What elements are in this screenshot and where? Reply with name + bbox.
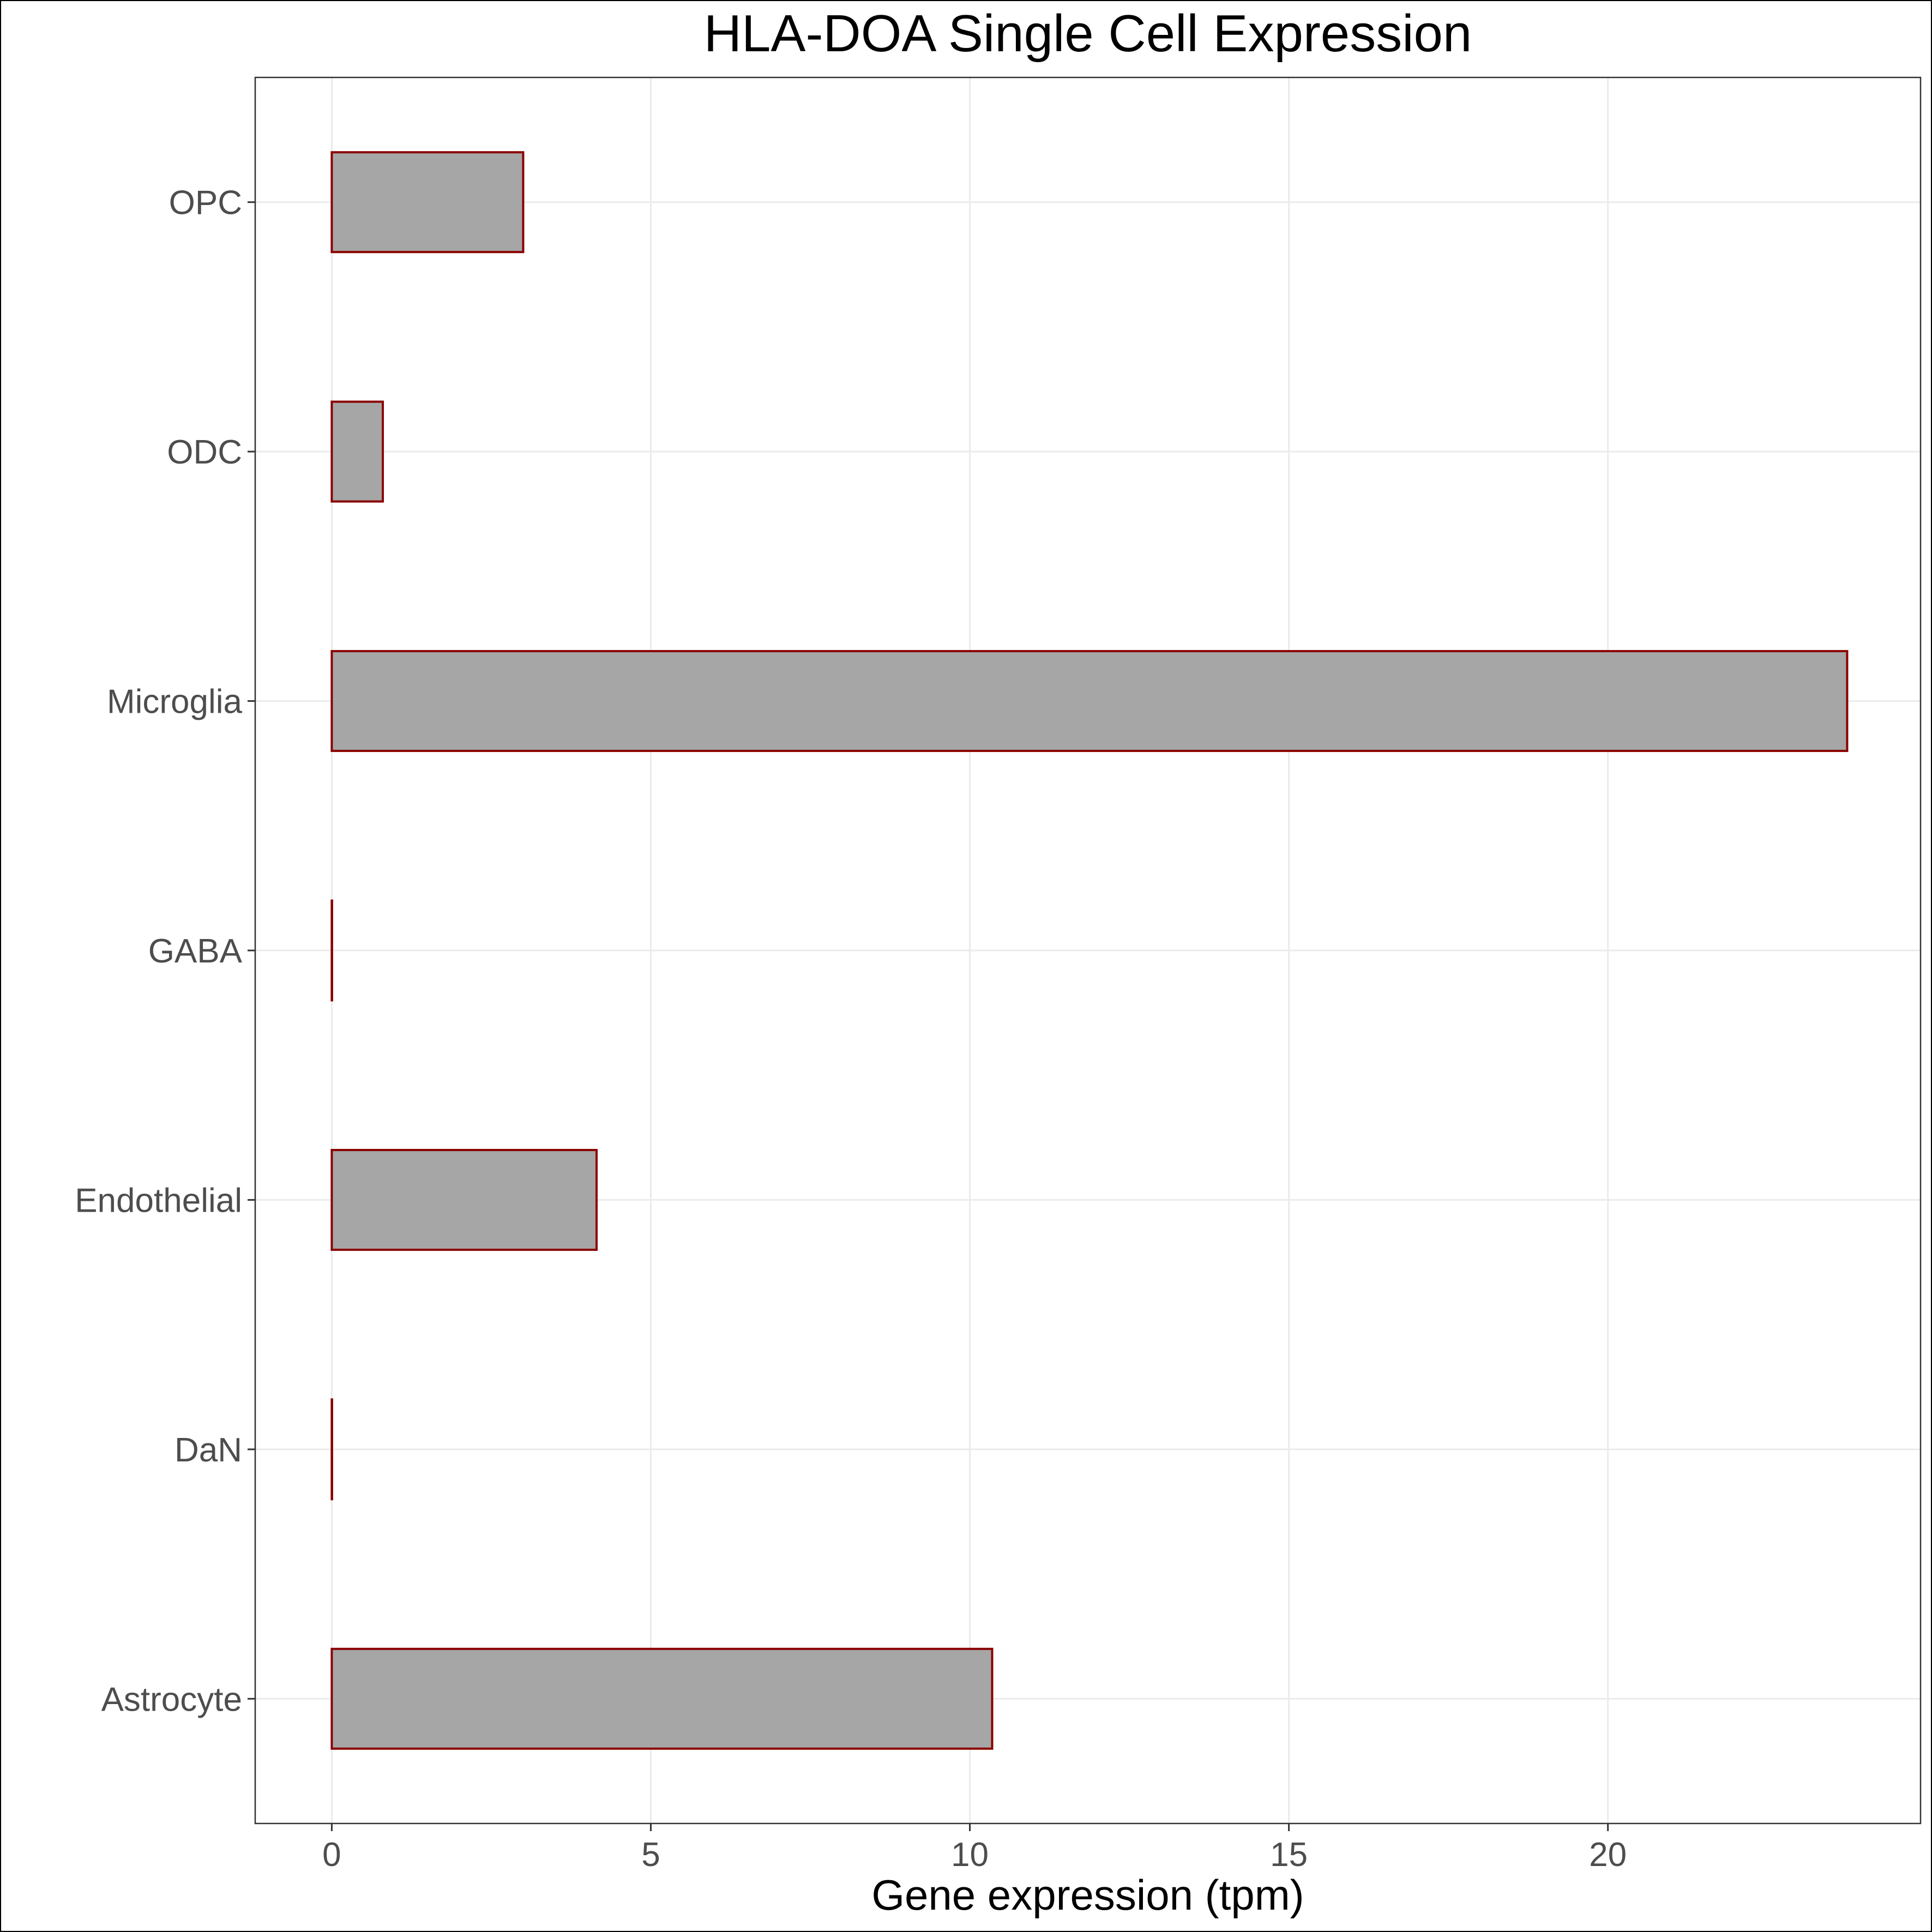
x-axis-title: Gene expression (tpm) (871, 1871, 1304, 1919)
x-tick-label: 15 (1270, 1836, 1308, 1874)
y-tick-label: GABA (148, 932, 243, 970)
y-tick-label: Astrocyte (101, 1681, 242, 1718)
bar-opc (330, 151, 525, 254)
y-axis: Astrocyte DaN Endothelial GABA Microglia ODC O… (75, 184, 255, 1718)
bars-layer (330, 151, 1849, 1750)
bar-odc (330, 400, 384, 503)
bar-astrocyte (330, 1647, 994, 1750)
x-axis: 0 5 10 15 20 (322, 1823, 1627, 1874)
y-tick-label: DaN (174, 1431, 242, 1469)
bar-endothelial (330, 1148, 598, 1251)
x-tick-label: 20 (1589, 1836, 1627, 1874)
y-tick-label: Microglia (107, 683, 243, 721)
bar-microglia (330, 650, 1849, 753)
y-tick-label: OPC (169, 184, 242, 222)
chart-title: HLA-DOA Single Cell Expression (704, 4, 1472, 63)
grid-layer (255, 77, 1921, 1823)
x-tick-label: 10 (951, 1836, 989, 1874)
x-tick-label: 0 (322, 1836, 341, 1874)
y-tick-label: Endothelial (75, 1182, 242, 1219)
y-tick-label: ODC (167, 434, 242, 471)
x-tick-label: 5 (641, 1836, 660, 1874)
